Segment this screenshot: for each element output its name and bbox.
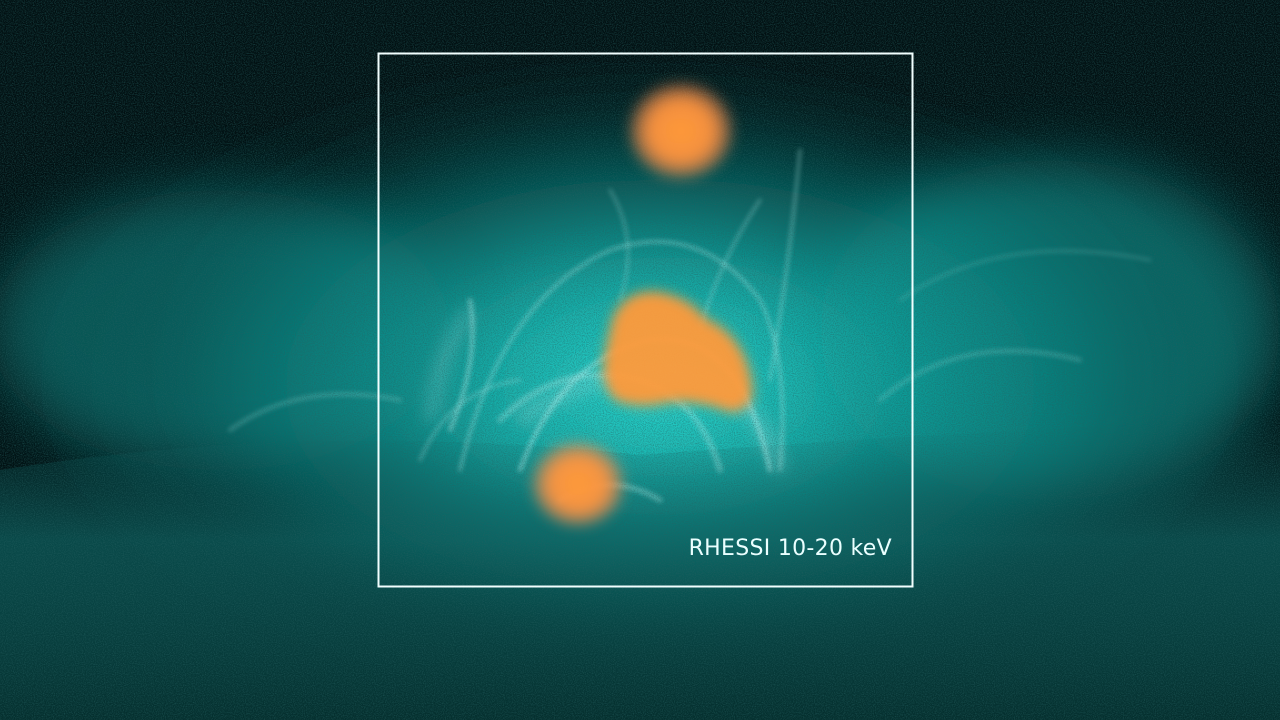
- rhessi-caption: RHESSI 10-20 keV: [688, 536, 892, 561]
- xray-source-top: [625, 79, 737, 183]
- xray-source-middle: [603, 291, 753, 412]
- xray-source-bottom: [528, 438, 628, 530]
- xray-sources: [528, 79, 753, 530]
- rhessi-frame: [377, 52, 914, 588]
